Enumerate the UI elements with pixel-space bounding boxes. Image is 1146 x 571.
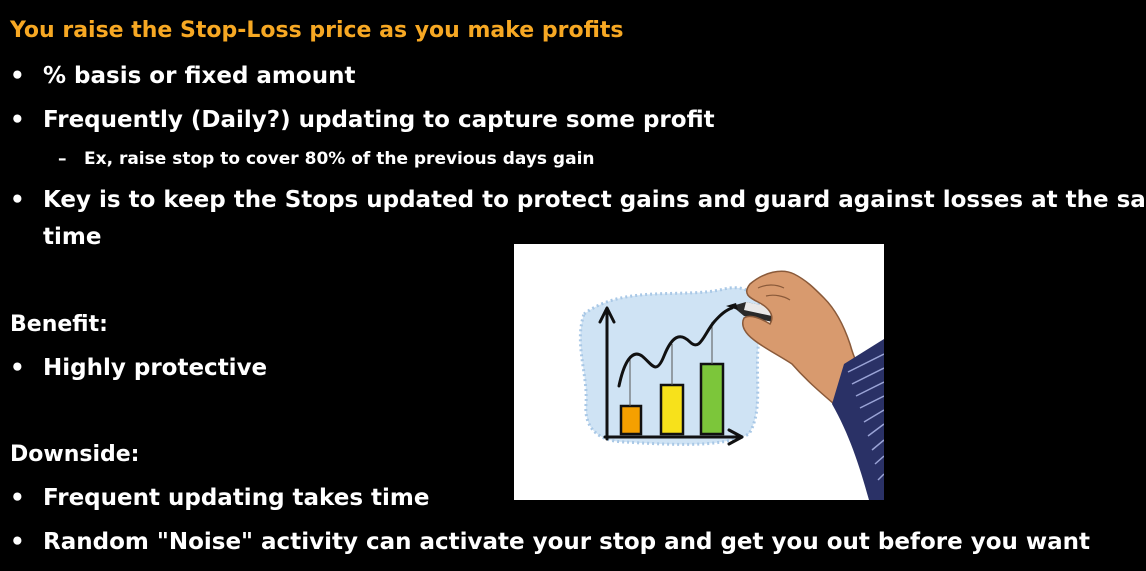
bullet-text-continued: time xyxy=(43,224,102,250)
downside-heading: Downside: xyxy=(10,442,140,467)
bullet-text: % basis or fixed amount xyxy=(43,63,356,89)
bullet-dot: • xyxy=(10,485,25,511)
bullet-dot: • xyxy=(10,107,25,133)
bullet-dot: • xyxy=(10,529,25,555)
sub-bullet-dash: – xyxy=(58,149,67,169)
slide-title: You raise the Stop-Loss price as you mak… xyxy=(10,18,624,43)
bullet-text: Key is to keep the Stops updated to prot… xyxy=(43,187,1146,213)
hand-icon xyxy=(742,270,868,405)
bullet-dot: • xyxy=(10,187,25,213)
bullet-text: Frequently (Daily?) updating to capture … xyxy=(43,107,715,133)
bullet-text: Random "Noise" activity can activate you… xyxy=(43,529,1091,555)
chart-sketch-icon xyxy=(578,270,884,500)
bullet-dot: • xyxy=(10,355,25,381)
benefit-heading: Benefit: xyxy=(10,312,108,337)
sub-bullet-text: Ex, raise stop to cover 80% of the previ… xyxy=(84,149,595,169)
sleeve-icon xyxy=(832,339,884,500)
hand-drawing-chart-illustration xyxy=(514,244,884,500)
bullet-text: Highly protective xyxy=(43,355,268,381)
bullet-dot: • xyxy=(10,63,25,89)
bullet-text: Frequent updating takes time xyxy=(43,485,430,511)
